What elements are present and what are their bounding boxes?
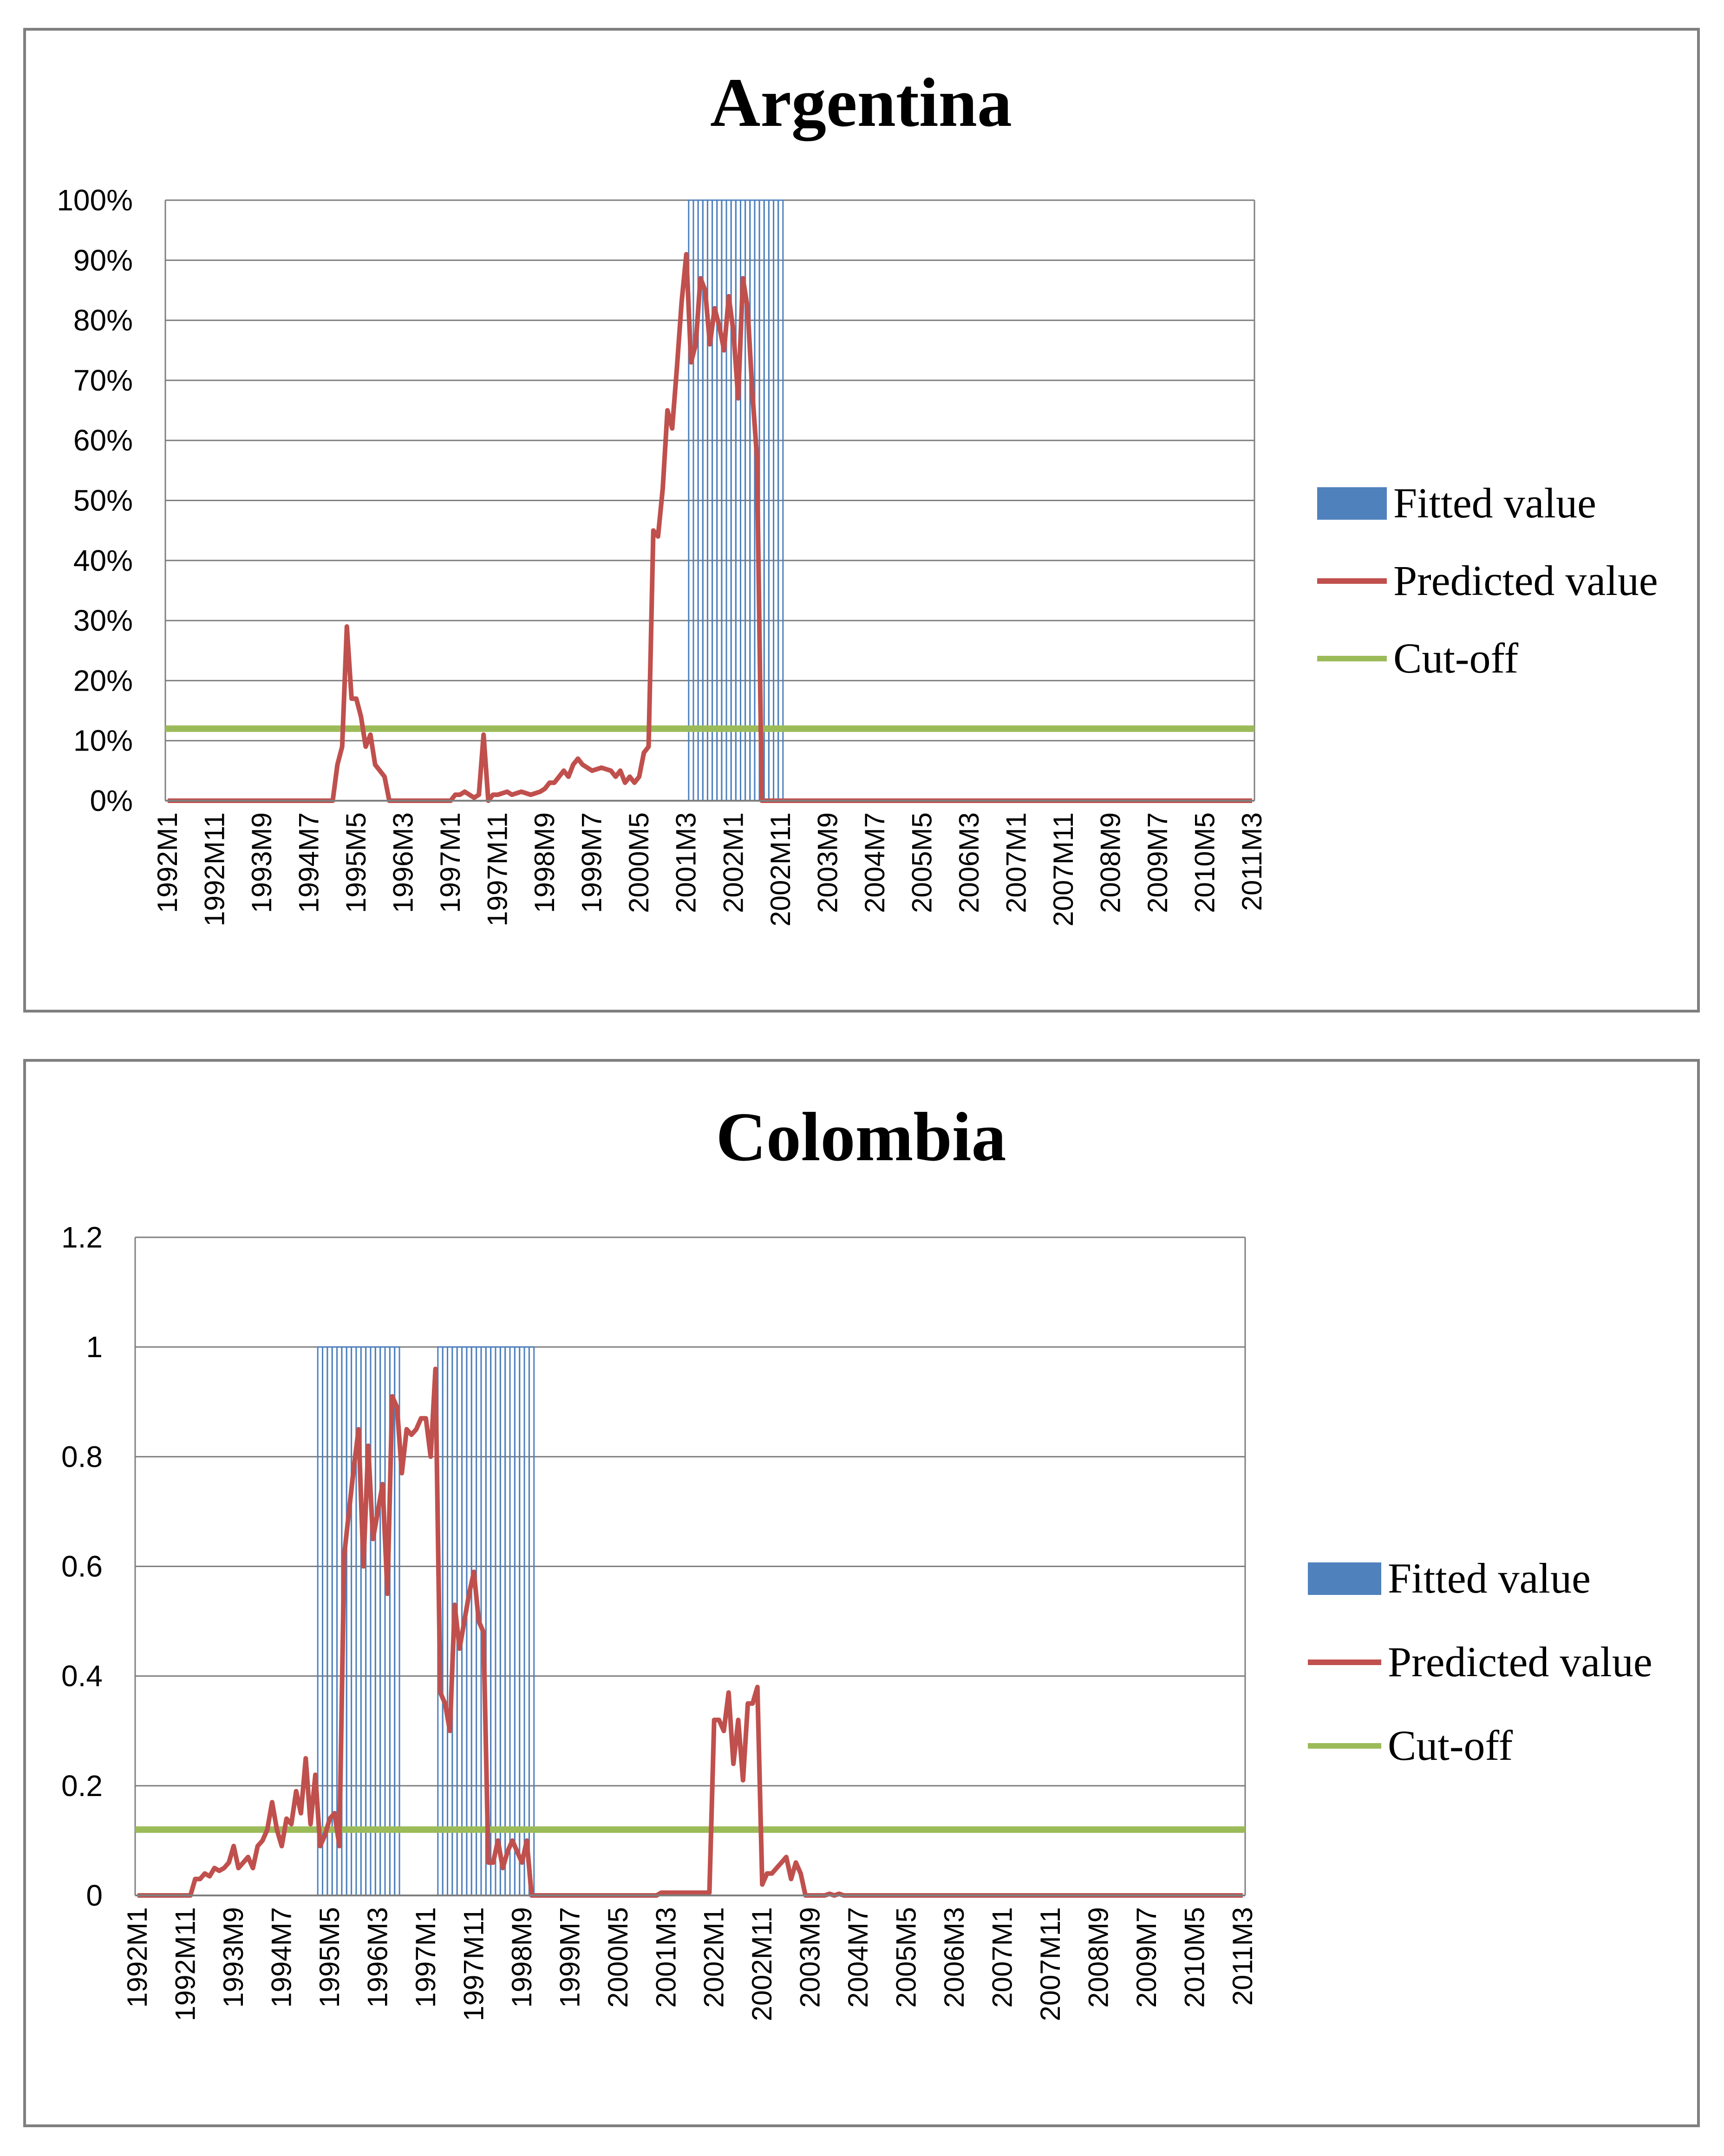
x-tick-label: 2001M3 [671,812,702,913]
y-tick-label: 0.6 [61,1550,103,1583]
x-tick-label: 2011M3 [1227,1907,1258,2006]
predicted-value-line [137,1366,1243,1898]
x-tick-label: 2002M1 [699,1907,730,2008]
x-tick-label: 2002M11 [746,1907,777,2021]
x-tick-label: 1997M1 [435,812,466,913]
y-tick-label: 60% [73,424,133,457]
x-tick-label: 2005M5 [906,812,937,913]
x-tick-label: 2000M5 [623,812,654,913]
x-tick-label: 2007M1 [1000,812,1032,913]
chart-title: Argentina [710,64,1012,141]
legend-cutoff-label: Cut-off [1393,634,1519,682]
x-tick-label: 2008M9 [1095,812,1126,913]
x-tick-label: 1998M9 [529,812,560,913]
x-tick-label: 2009M7 [1131,1907,1162,2008]
y-tick-label: 40% [73,544,133,577]
y-tick-label: 30% [73,604,133,637]
y-tick-label: 1 [86,1330,103,1364]
x-tick-label: 1993M9 [246,812,277,913]
x-tick-label: 1998M9 [506,1907,537,2008]
y-tick-label: 0 [86,1879,103,1912]
y-tick-label: 0.8 [61,1440,103,1473]
fitted-value-series [688,199,784,801]
x-tick-label: 2003M9 [795,1907,826,2008]
x-tick-label: 1997M11 [458,1907,489,2021]
chart-title: Colombia [716,1098,1006,1176]
x-tick-label: 1994M7 [294,812,325,913]
colombia-chart: Colombia 0 0.2 0.4 0.6 0.8 1 1.2 1992M1 1992M11 19… [61,1098,1652,2021]
x-tick-label: 1992M11 [199,812,230,927]
x-tick-label: 2010M5 [1189,812,1220,913]
x-tick-label: 2001M3 [650,1907,681,2008]
x-tick-label: 2007M11 [1035,1907,1066,2021]
legend-fitted-swatch [1317,487,1387,520]
x-tick-label: 1996M3 [362,1907,393,2008]
x-tick-label: 1993M9 [218,1907,249,2008]
legend: Fitted value Predicted value Cut-off [1317,479,1658,682]
x-tick-label: 1992M11 [170,1907,201,2021]
legend-predicted-label: Predicted value [1388,1638,1652,1686]
x-tick-label: 2010M5 [1179,1907,1210,2008]
y-tick-label: 20% [73,664,133,697]
y-tick-label: 0.4 [61,1659,103,1693]
x-tick-label: 2011M3 [1236,812,1267,911]
x-tick-label: 1999M7 [576,812,607,913]
x-tick-label: 2007M1 [987,1907,1018,2008]
x-tick-label: 2008M9 [1083,1907,1114,2008]
legend-fitted-label: Fitted value [1393,479,1596,527]
y-tick-label: 0% [90,784,133,817]
x-tick-label: 1996M3 [388,812,419,913]
x-tick-label: 2004M7 [842,1907,874,2008]
y-tick-label: 90% [73,243,133,277]
colombia-chart-panel: Colombia 0 0.2 0.4 0.6 0.8 1 1.2 1992M1 1992M11 19… [23,1059,1700,2127]
argentina-chart-panel: Argentina 0% 10% 20% 30% 40% 50% 60% 70% 80% 90% 10… [23,28,1700,1013]
x-tick-label: 2007M11 [1048,812,1079,927]
y-tick-label: 100% [57,183,133,217]
legend-cutoff-label: Cut-off [1388,1722,1513,1769]
x-tick-label: 2002M11 [765,812,796,927]
legend-fitted-label: Fitted value [1388,1555,1591,1602]
legend: Fitted value Predicted value Cut-off [1308,1555,1652,1769]
x-tick-label: 2006M3 [939,1907,970,2008]
x-tick-label: 1999M7 [554,1907,585,2008]
x-tick-label: 2009M7 [1142,812,1173,913]
y-tick-label: 10% [73,724,133,758]
argentina-chart: Argentina 0% 10% 20% 30% 40% 50% 60% 70% 80% 90% 10… [57,64,1658,927]
x-tick-label: 1997M11 [482,812,513,927]
x-tick-label: 2004M7 [859,812,890,913]
x-tick-label: 2002M1 [718,812,749,913]
y-tick-label: 1.2 [61,1221,103,1254]
x-tick-label: 1995M5 [340,812,372,913]
legend-predicted-label: Predicted value [1393,557,1658,604]
x-tick-label: 2003M9 [812,812,843,913]
x-tick-label: 1994M7 [266,1907,297,2008]
x-tick-label: 1997M1 [410,1907,441,2008]
legend-fitted-swatch [1308,1562,1381,1595]
y-tick-label: 80% [73,304,133,337]
x-tick-label: 2005M5 [891,1907,922,2008]
x-tick-label: 1992M1 [152,812,183,913]
x-tick-label: 1995M5 [314,1907,345,2008]
y-tick-label: 70% [73,364,133,397]
x-tick-label: 2000M5 [602,1907,633,2008]
x-tick-label: 1992M1 [122,1907,153,2008]
x-tick-label: 2006M3 [953,812,985,913]
y-tick-label: 0.2 [61,1769,103,1803]
y-tick-label: 50% [73,484,133,517]
predicted-value-line [168,252,1252,803]
